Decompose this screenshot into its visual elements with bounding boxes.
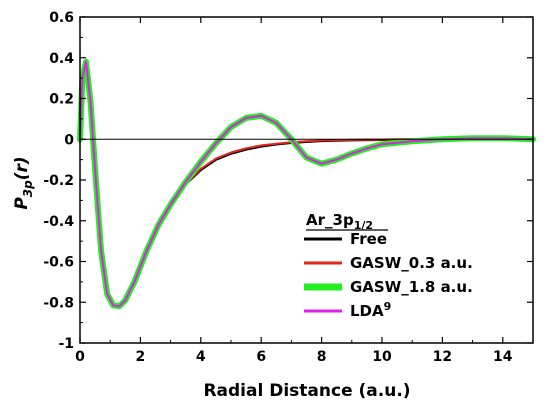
legend-label-1: Free	[350, 230, 387, 248]
series-layer	[77, 58, 536, 310]
legend-label-2: GASW_0.3 a.u.	[350, 254, 473, 272]
y-tick-label: 0.4	[49, 51, 74, 67]
legend-title: Ar_3p1/2	[306, 211, 373, 232]
x-tick-label: 2	[136, 349, 146, 365]
x-tick-label: 4	[196, 349, 206, 365]
y-tick-label: 0.6	[49, 10, 74, 26]
series-line-4	[79, 60, 534, 308]
y-axis-label-sub: 3p	[21, 180, 35, 197]
legend-title-sub: 1/2	[354, 219, 373, 232]
y-axis-ticks: 0.6 0.4 0.2 0 -0.2 -0.4 -0.6 -0.8 -1	[43, 10, 533, 352]
y-tick-label: 0.2	[49, 92, 74, 108]
y-axis-label-tail: (r)	[12, 156, 32, 180]
x-tick-label: 10	[372, 349, 392, 365]
y-tick-label: -0.8	[43, 295, 74, 311]
x-tick-label: 6	[256, 349, 266, 365]
legend-label-3: GASW_1.8 a.u.	[350, 278, 473, 296]
y-tick-label: -0.4	[43, 214, 74, 230]
y-tick-label: -1	[58, 336, 74, 352]
x-tick-label: 0	[75, 349, 85, 365]
y-axis-label: P3p(r)	[12, 156, 35, 209]
legend-label-4: LDA9	[350, 300, 391, 320]
legend: Ar_3p1/2 Free GASW_0.3 a.u. GASW_1.8 a.u. L…	[304, 211, 473, 320]
x-tick-label: 8	[317, 349, 327, 365]
x-axis-ticks: 0 2 4 6 8 10 12 14	[75, 17, 513, 365]
y-axis-label-main: P	[12, 197, 32, 210]
legend-title-main: Ar_3p	[306, 211, 354, 229]
legend-items: Free GASW_0.3 a.u. GASW_1.8 a.u. LDA9	[304, 230, 473, 320]
x-tick-label: 14	[493, 349, 513, 365]
y-tick-label: 0	[64, 132, 74, 148]
y-tick-label: -0.2	[43, 173, 74, 189]
x-axis-label: Radial Distance (a.u.)	[203, 381, 410, 401]
y-tick-label: -0.6	[43, 255, 74, 271]
x-tick-label: 12	[433, 349, 452, 365]
